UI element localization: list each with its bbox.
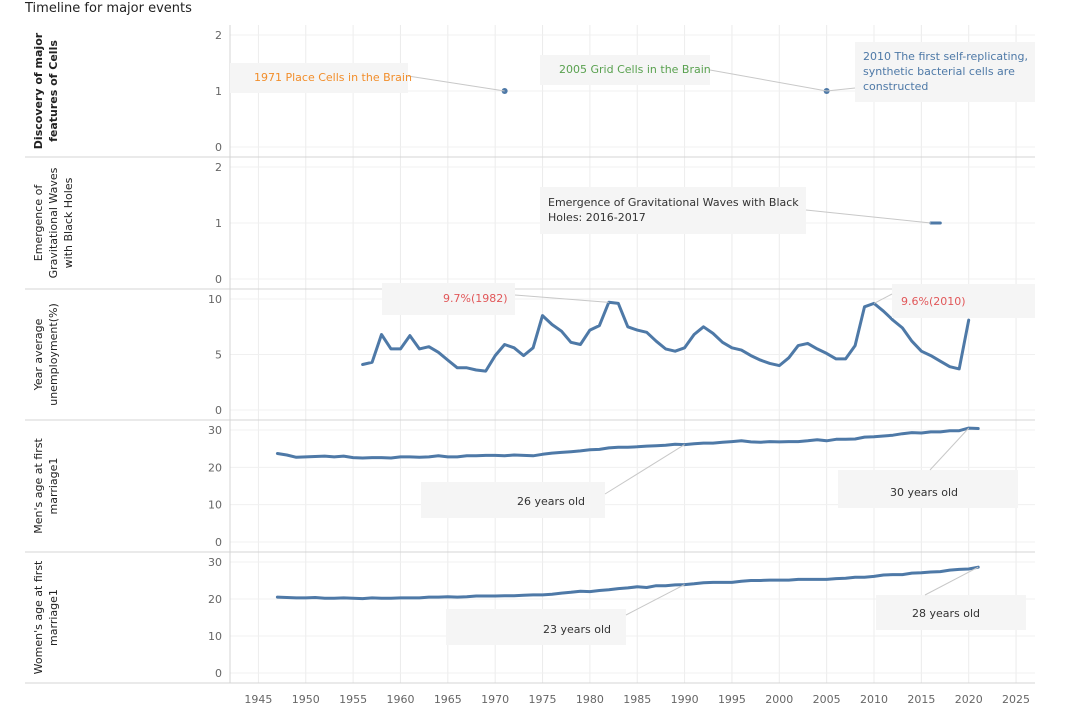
series-line [361,300,971,373]
x-tick-label: 2015 [907,693,935,706]
annotation-box [876,595,1026,630]
row-label: marriage1 [47,589,60,646]
annotation-text: synthetic bacterial cells are [863,65,1015,78]
y-tick-label: 0 [215,141,222,154]
annotation-text: Emergence of Gravitational Waves with Bl… [548,196,799,209]
x-tick-label: 1970 [481,693,509,706]
series-layer [275,88,980,601]
y-tick-label: 1 [215,217,222,230]
annotation-leader [873,293,893,304]
annotation-text: 1971 Place Cells in the Brain [254,71,412,84]
row-label: features of Cells [47,40,60,142]
annotation-text: 2005 Grid Cells in the Brain [559,63,711,76]
annotation-text: 9.6%(2010) [901,295,966,308]
x-tick-label: 1995 [718,693,746,706]
row-label: Women's age at first [32,560,45,674]
annotation-box [382,283,515,315]
annotation-box [446,609,626,645]
y-tick-label: 10 [208,630,222,643]
row-frames [25,25,1035,684]
y-tick-label: 0 [215,667,222,680]
y-tick-label: 1 [215,85,222,98]
annotation-box [421,482,605,518]
x-tick-label: 1990 [671,693,699,706]
series-line [275,426,980,460]
x-tick-label: 2020 [955,693,983,706]
y-tick-label: 20 [208,593,222,606]
x-tick-label: 2010 [860,693,888,706]
annotation-leader [625,584,685,616]
x-tick-label: 1965 [434,693,462,706]
row-label: Men's age at first [32,438,45,534]
annotation-leader [604,444,685,495]
y-tick-label: 2 [215,29,222,42]
annotation-box [230,63,408,93]
chart-title: Timeline for major events [25,1,192,16]
annotation-leader [709,69,827,92]
annotation-box [855,42,1035,102]
y-tick-label: 30 [208,556,222,569]
annotation-box [892,284,1035,318]
annotation-leader [826,87,856,92]
axis-labels: 1945 1950 1955 1960 1965 1970 1975 1980 1985 1990… [32,29,1030,706]
x-tick-label: 1980 [576,693,604,706]
row-label: Gravitational Waves [47,167,60,278]
x-tick-label: 1960 [386,693,414,706]
annotation-leader [929,427,970,471]
y-tick-label: 10 [208,293,222,306]
y-tick-label: 0 [215,404,222,417]
annotation-text: 30 years old [890,486,958,499]
series-line [275,565,980,601]
x-tick-label: 1955 [339,693,367,706]
y-tick-label: 20 [208,461,222,474]
x-tick-label: 1985 [623,693,651,706]
y-tick-label: 0 [215,273,222,286]
grid-layer [230,25,1035,683]
annotation-layer: 1971 Place Cells in the Brain 2005 Grid C… [230,42,1035,645]
row-label: Emergence of [32,184,45,262]
y-tick-label: 30 [208,424,222,437]
annotation-leader [924,566,979,596]
annotation-box [540,187,806,234]
x-tick-label: 1950 [292,693,320,706]
x-tick-label: 2025 [1002,693,1030,706]
x-tick-label: 2000 [765,693,793,706]
row-label: with Black Holes [62,177,75,268]
annotation-text: constructed [863,80,928,93]
row-label: unemployment(%) [47,303,60,406]
x-tick-label: 1945 [244,693,272,706]
row-label: Discovery of major [32,32,45,149]
annotation-leader [407,75,505,92]
annotation-text: 26 years old [517,495,585,508]
annotation-text: 9.7%(1982) [443,292,508,305]
annotation-text: 23 years old [543,623,611,636]
y-tick-label: 0 [215,536,222,549]
annotation-leader [514,294,609,303]
annotation-box [540,55,710,85]
annotation-text: 28 years old [912,607,980,620]
annotation-text: 2010 The first self-replicating, [863,50,1028,63]
x-tick-label: 2005 [813,693,841,706]
annotation-text: Holes: 2016-2017 [548,211,646,224]
y-tick-label: 5 [215,349,222,362]
x-tick-label: 1975 [529,693,557,706]
row-label: marriage1 [47,458,60,515]
y-tick-label: 2 [215,161,222,174]
row-label: Year average [32,318,45,391]
y-tick-label: 10 [208,499,222,512]
annotation-leader [805,209,931,224]
annotation-box [838,470,1018,508]
